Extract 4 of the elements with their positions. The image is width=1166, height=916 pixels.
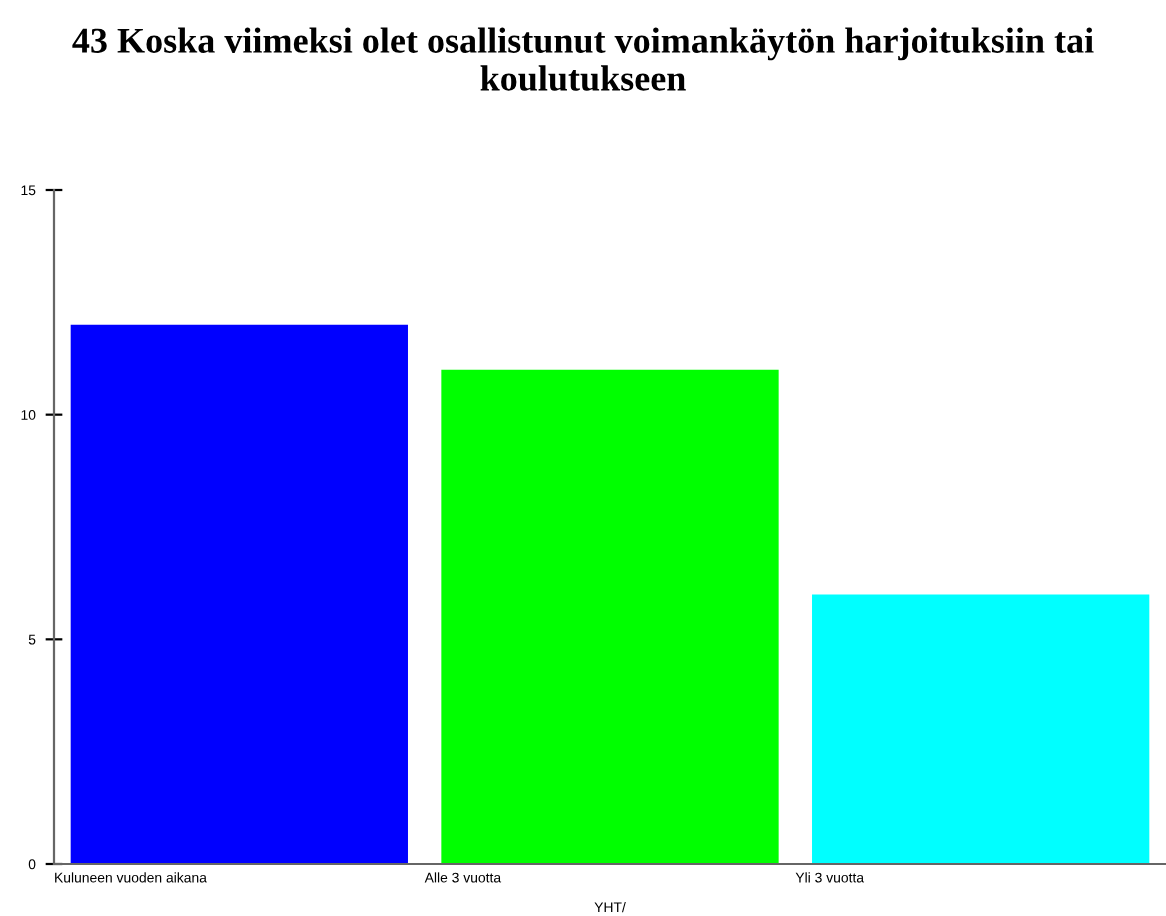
bar [441,369,779,864]
bar [70,324,408,864]
bar [812,594,1150,864]
chart-title: 43 Koska viimeksi olet osallistunut voimankäytön harjoituksiin tai koulutukseen [72,27,1094,91]
